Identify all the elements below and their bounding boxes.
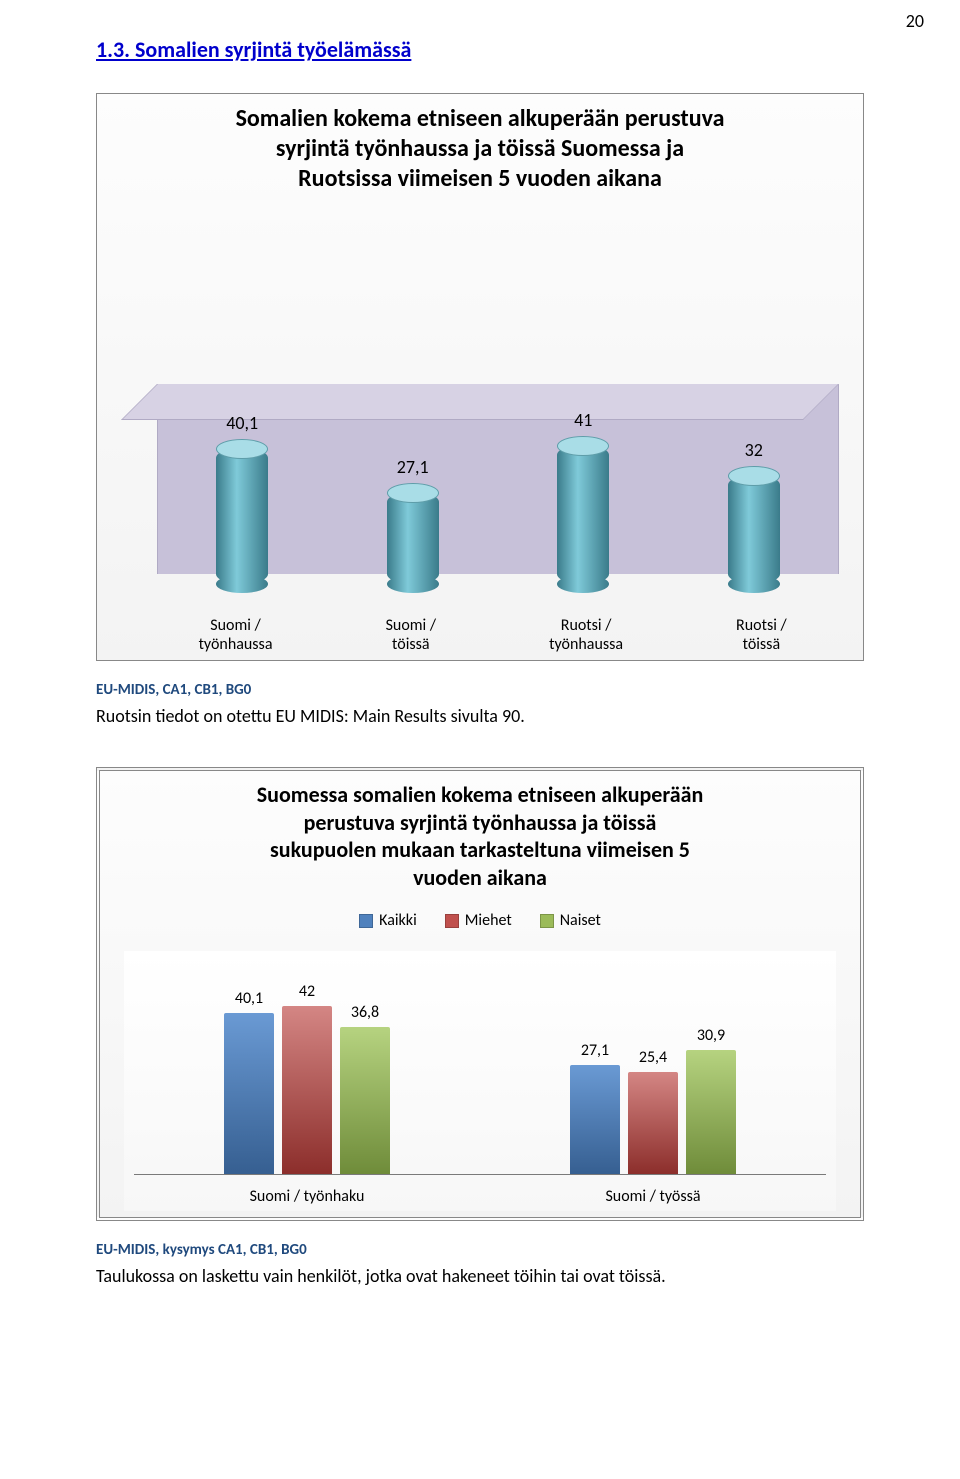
chart-b-bar-label: 25,4 (639, 1048, 667, 1067)
chart-b-bar: 40,1 (224, 1013, 274, 1173)
chart-b-baseline (134, 1174, 826, 1175)
chart-a-frame: Somalien kokema etniseen alkuperään peru… (96, 93, 864, 661)
chart-b-source: EU-MIDIS, kysymys CA1, CB1, BG0 (96, 1241, 864, 1259)
chart-a-title: Somalien kokema etniseen alkuperään peru… (111, 104, 849, 194)
legend-label: Miehet (465, 911, 512, 930)
chart-a-bar: 40,1 (216, 448, 268, 584)
chart-a-bar-body (216, 448, 268, 584)
chart-b-bar-label: 27,1 (581, 1041, 609, 1060)
chart-b-xaxis: Suomi / työnhakuSuomi / työssä (134, 1179, 826, 1211)
chart-b-bar: 42 (282, 1006, 332, 1174)
chart-b-group: 40,14236,8 (220, 1006, 394, 1174)
chart-b-title-line: vuoden aikana (114, 864, 846, 892)
legend-item: Miehet (445, 911, 512, 930)
chart-a-bar-label: 32 (745, 439, 763, 461)
chart-b-bar: 36,8 (340, 1027, 390, 1174)
chart-b-bar: 27,1 (570, 1065, 620, 1173)
chart-a-bar-label: 41 (574, 409, 592, 431)
page-number: 20 (906, 10, 924, 32)
legend-swatch (445, 914, 459, 928)
chart-a-bar-label: 27,1 (397, 456, 429, 478)
chart-b-title-line: perustuva syrjintä työnhaussa ja töissä (114, 809, 846, 837)
chart-a-plot: 40,1 27,1 41 32 (121, 384, 839, 610)
chart-b-xaxis-label: Suomi / työssä (480, 1179, 826, 1211)
section-heading: 1.3. Somalien syrjintä työelämässä (96, 36, 864, 63)
legend-swatch (359, 914, 373, 928)
chart-b-bar: 25,4 (628, 1072, 678, 1174)
chart-b-bar-label: 40,1 (235, 989, 263, 1008)
chart-a-title-line: syrjintä työnhaussa ja töissä Suomessa j… (111, 134, 849, 164)
chart-b-groups: 40,14236,827,125,430,9 (134, 951, 826, 1174)
chart-b-bar-label: 42 (299, 982, 315, 1001)
chart-a-source: EU-MIDIS, CA1, CB1, BG0 (96, 681, 864, 699)
legend-item: Naiset (540, 911, 601, 930)
chart-b-xaxis-label: Suomi / työnhaku (134, 1179, 480, 1211)
chart-a-title-line: Somalien kokema etniseen alkuperään peru… (111, 104, 849, 134)
chart-a-xaxis: Suomi /työnhaussaSuomi /töissäRuotsi /ty… (148, 616, 849, 654)
legend-label: Naiset (560, 911, 601, 930)
legend-item: Kaikki (359, 911, 417, 930)
chart-b-bar-label: 30,9 (697, 1026, 725, 1045)
chart-b-bar: 30,9 (686, 1050, 736, 1174)
chart-a-title-line: Ruotsissa viimeisen 5 vuoden aikana (111, 164, 849, 194)
chart-b-bar-label: 36,8 (351, 1003, 379, 1022)
chart-a-bar: 41 (557, 445, 609, 584)
legend-label: Kaikki (379, 911, 417, 930)
chart-a-cylinders: 40,1 27,1 41 32 (157, 384, 839, 592)
chart-b-legend: Kaikki Miehet Naiset (114, 911, 846, 933)
chart-a-bar-body (728, 475, 780, 584)
chart-a-bar-label: 40,1 (226, 412, 258, 434)
legend-swatch (540, 914, 554, 928)
chart-b-note: Taulukossa on laskettu vain henkilöt, jo… (96, 1265, 864, 1287)
chart-a-xaxis-label: Ruotsi /töissä (674, 616, 849, 654)
chart-b-title-line: sukupuolen mukaan tarkasteltuna viimeise… (114, 836, 846, 864)
chart-a-xaxis-label: Suomi /töissä (323, 616, 498, 654)
chart-b-plot: 40,14236,827,125,430,9 Suomi / työnhakuS… (124, 951, 836, 1211)
chart-a-bar: 27,1 (387, 492, 439, 584)
chart-a-bar-body (387, 492, 439, 584)
chart-a-bar-body (557, 445, 609, 584)
chart-b-group: 27,125,430,9 (566, 1050, 740, 1174)
chart-b-title: Suomessa somalien kokema etniseen alkupe… (114, 781, 846, 891)
chart-a-note: Ruotsin tiedot on otettu EU MIDIS: Main … (96, 705, 864, 727)
chart-a-xaxis-label: Ruotsi /työnhaussa (498, 616, 673, 654)
chart-a-xaxis-label: Suomi /työnhaussa (148, 616, 323, 654)
chart-b-frame: Suomessa somalien kokema etniseen alkupe… (96, 767, 864, 1221)
chart-a-bar: 32 (728, 475, 780, 584)
chart-b-title-line: Suomessa somalien kokema etniseen alkupe… (114, 781, 846, 809)
